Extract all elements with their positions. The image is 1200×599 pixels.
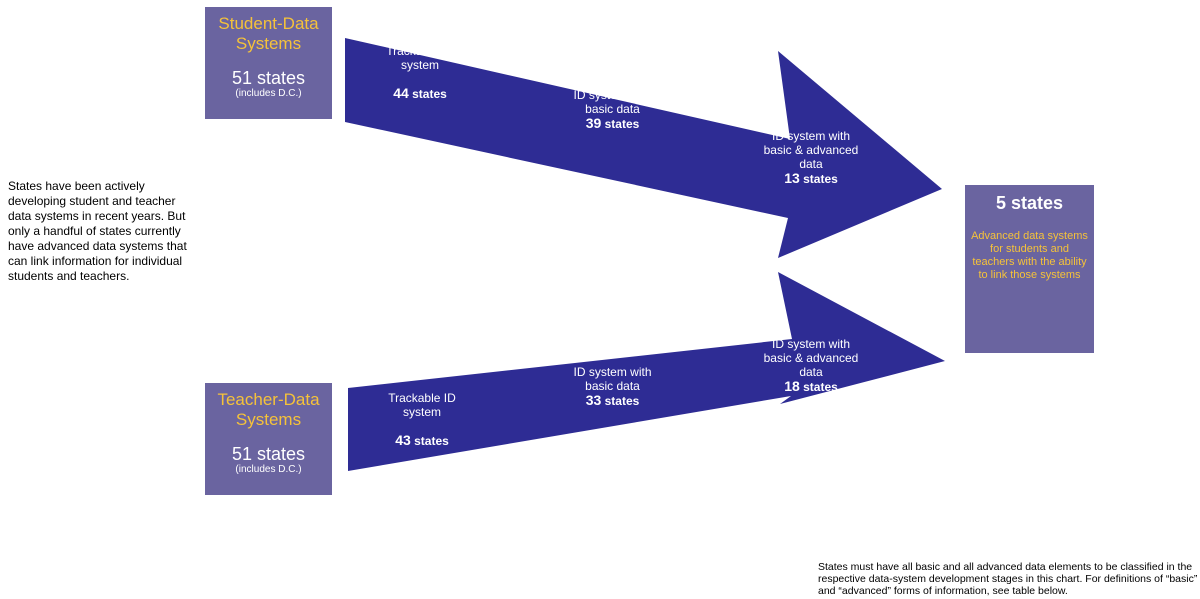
teacher-box-title: Teacher-Data Systems: [217, 390, 320, 429]
stage-unit: states: [412, 87, 447, 101]
student-box-count: 51 states: [231, 68, 306, 88]
stage-label: Trackable ID system: [388, 391, 456, 419]
stage-count: 44: [393, 85, 409, 101]
teacher-box-count: 51 states: [231, 444, 306, 464]
student-stage-1: Trackable ID system 44 states: [370, 44, 470, 101]
teacher-arrow: [348, 272, 945, 471]
stage-label: ID system with basic data: [573, 88, 652, 116]
student-arrow: [345, 38, 942, 258]
stage-count: 13: [784, 170, 800, 186]
teacher-data-box: Teacher-Data Systems 51 states (includes…: [205, 383, 332, 495]
teacher-box-note: (includes D.C.): [235, 464, 302, 475]
student-stage-3: ID system with basic & advanced data 13 …: [757, 129, 865, 186]
stage-unit: states: [803, 172, 838, 186]
student-data-box: Student-Data Systems 51 states (includes…: [205, 7, 332, 119]
stage-count: 18: [784, 378, 800, 394]
stage-label: Trackable ID system: [386, 44, 454, 72]
teacher-stage-2: ID system with basic data 33 states: [565, 365, 660, 408]
stage-unit: states: [803, 380, 838, 394]
stage-label: ID system with basic data: [573, 365, 652, 393]
stage-count: 43: [395, 432, 411, 448]
stage-count: 39: [585, 115, 602, 131]
stage-unit: states: [414, 434, 449, 448]
result-description: Advanced data systems for students and t…: [971, 230, 1088, 281]
result-headline: 5 states: [995, 193, 1064, 213]
stage-count: 33: [585, 392, 602, 408]
footnote-text: States must have all basic and all advan…: [818, 561, 1198, 597]
teacher-stage-1: Trackable ID system 43 states: [372, 391, 472, 448]
student-box-note: (includes D.C.): [235, 88, 302, 99]
student-stage-2: ID system with basic data 39 states: [565, 88, 660, 131]
stage-label: ID system with basic & advanced data: [763, 129, 859, 171]
stage-unit: states: [604, 117, 640, 131]
stage-unit: states: [604, 394, 640, 408]
result-box: 5 states Advanced data systems for stude…: [965, 185, 1094, 353]
student-box-title: Student-Data Systems: [218, 14, 319, 53]
stage-label: ID system with basic & advanced data: [763, 337, 859, 379]
teacher-stage-3: ID system with basic & advanced data 18 …: [757, 337, 865, 394]
intro-text: States have been actively developing stu…: [8, 179, 187, 283]
